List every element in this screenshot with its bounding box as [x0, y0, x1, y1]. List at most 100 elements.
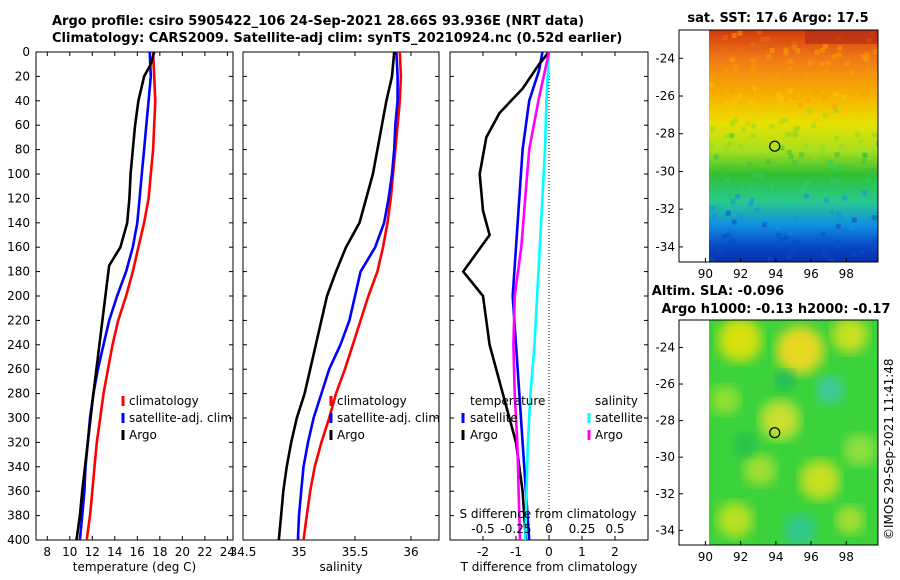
sst-pixel — [842, 260, 848, 262]
sst-pixel — [819, 61, 825, 67]
sst-pixel — [822, 43, 828, 49]
secondary-tick-label: 0 — [545, 522, 553, 536]
sst-pixel — [728, 106, 733, 112]
x-tick-label: -1 — [510, 545, 522, 559]
sst-pixel — [717, 115, 723, 121]
sst-pixel — [805, 97, 811, 103]
sst-pixel — [872, 215, 878, 221]
map-y-tick-label: -26 — [655, 377, 675, 391]
legend-label: satellite-adj. clim — [129, 411, 232, 425]
sst-pixel — [777, 221, 783, 226]
sst-field — [709, 30, 878, 262]
sst-pixel — [810, 123, 816, 129]
title-line-2: Climatology: CARS2009. Satellite-adj cli… — [52, 31, 623, 46]
sst-pixel — [787, 88, 793, 94]
sst-pixel — [709, 257, 715, 262]
sst-pixel — [786, 149, 792, 155]
sst-pixel — [724, 150, 730, 156]
map-x-tick-label: 90 — [698, 267, 713, 281]
map-x-tick-label: 92 — [733, 550, 748, 564]
sst-pixel — [725, 199, 731, 205]
sst-pixel — [870, 105, 876, 111]
x-tick-label: 1 — [578, 545, 586, 559]
sst-pixel — [766, 54, 772, 60]
depth-tick-label: 100 — [7, 167, 30, 181]
sst-pixel — [807, 60, 813, 66]
sst-pixel — [720, 127, 726, 133]
x-tick-label: 18 — [152, 545, 167, 559]
x-tick-label: 10 — [62, 545, 77, 559]
map-y-tick-label: -24 — [655, 51, 675, 65]
title-line-1: Argo profile: csiro 5905422_106 24-Sep-2… — [52, 14, 585, 29]
depth-tick-label: 240 — [7, 338, 30, 352]
sst-pixel — [769, 47, 775, 53]
sst-pixel — [722, 244, 728, 250]
sst-pixel — [729, 238, 735, 244]
sst-pixel — [790, 45, 796, 51]
sst-pixel — [788, 97, 794, 103]
legend-label: climatology — [337, 394, 407, 408]
series-line-argo — [277, 51, 396, 541]
sst-pixel — [801, 106, 807, 112]
depth-tick-label: 260 — [7, 362, 30, 376]
sst-pixel — [823, 69, 829, 75]
sst-pixel — [862, 153, 868, 159]
sst-pixel — [820, 144, 826, 149]
x-tick-label: 35 — [291, 545, 306, 559]
sst-pixel — [794, 215, 800, 221]
sst-pixel — [751, 64, 757, 70]
x-tick-label: 20 — [175, 545, 190, 559]
sst-pixel — [838, 144, 844, 150]
map-x-tick-label: 94 — [768, 267, 783, 281]
sst-pixel — [725, 210, 731, 216]
sst-pixel — [776, 232, 781, 238]
depth-tick-label: 160 — [7, 240, 30, 254]
sst-pixel — [863, 57, 869, 63]
sst-pixel — [731, 33, 737, 38]
sla-anomaly-blob — [836, 506, 864, 534]
sst-pixel — [787, 66, 793, 72]
depth-tick-label: 180 — [7, 265, 30, 279]
sst-pixel — [731, 105, 736, 111]
x-tick-label: 14 — [107, 545, 122, 559]
sst-pixel — [814, 89, 820, 94]
sst-pixel — [871, 149, 877, 155]
map-y-tick-label: -32 — [655, 202, 675, 216]
x-axis-label: T difference from climatology — [460, 560, 638, 574]
sst-pixel — [840, 190, 846, 196]
sst-pixel — [747, 161, 753, 167]
sst-pixel — [751, 102, 757, 108]
sst-pixel — [732, 98, 738, 104]
map-sla_map: 90 92 94 96 98 -24 -26 -28 -30 -32 -34 Altim. SLA: … — [652, 284, 891, 564]
sst-pixel — [825, 168, 830, 173]
sst-pixel — [834, 135, 840, 141]
sla-map-subtitle: Argo h1000: -0.13 h2000: -0.17 — [661, 302, 890, 317]
sst-pixel — [717, 247, 723, 253]
sst-pixel — [798, 103, 804, 109]
timestamp-watermark: ©IMOS 29-Sep-2021 11:41:48 — [882, 358, 896, 540]
profile-panels: 0204060801001201401601802002202402602803… — [7, 45, 649, 574]
sst-pixel — [723, 78, 729, 84]
series-line-t-argo — [461, 51, 551, 541]
sst-pixel — [768, 75, 774, 81]
sst-pixel — [750, 132, 756, 138]
sst-pixel — [795, 125, 801, 131]
sst-pixel — [731, 219, 737, 225]
sst-pixel — [869, 100, 875, 106]
sst-pixel — [806, 178, 812, 184]
sst-pixel — [762, 222, 768, 228]
sst-pixel — [729, 102, 735, 108]
sst-pixel — [876, 182, 878, 188]
sst-pixel — [869, 168, 875, 174]
sla-anomaly-blob — [832, 320, 868, 353]
x-tick-label: -2 — [477, 545, 489, 559]
sst-pixel — [851, 217, 857, 223]
sst-pixel — [729, 88, 735, 94]
sst-pixel — [837, 78, 843, 84]
map-y-tick-label: -32 — [655, 487, 675, 501]
sst-pixel — [724, 111, 730, 117]
sst-pixel — [795, 48, 801, 54]
sst-pixel — [789, 198, 795, 204]
